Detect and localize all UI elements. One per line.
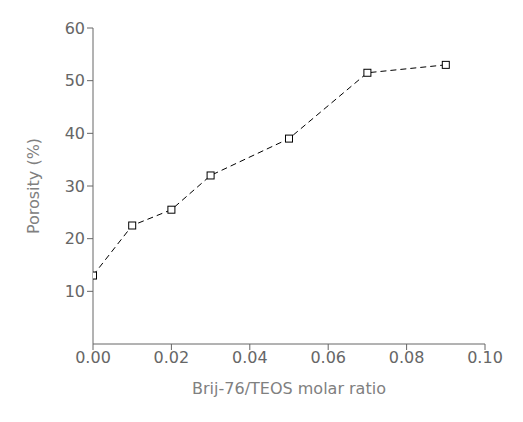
svg-text:20: 20 bbox=[65, 229, 85, 248]
svg-text:0.06: 0.06 bbox=[310, 348, 346, 367]
svg-text:0.04: 0.04 bbox=[232, 348, 268, 367]
svg-text:60: 60 bbox=[65, 19, 85, 38]
svg-text:10: 10 bbox=[65, 282, 85, 301]
svg-text:0.00: 0.00 bbox=[75, 348, 111, 367]
svg-text:Brij-76/TEOS molar ratio: Brij-76/TEOS molar ratio bbox=[192, 379, 386, 398]
svg-text:0.10: 0.10 bbox=[467, 348, 503, 367]
svg-text:40: 40 bbox=[65, 124, 85, 143]
svg-text:0.08: 0.08 bbox=[389, 348, 425, 367]
svg-text:50: 50 bbox=[65, 71, 85, 90]
svg-text:0.02: 0.02 bbox=[154, 348, 190, 367]
svg-text:30: 30 bbox=[65, 177, 85, 196]
svg-text:Porosity (%): Porosity (%) bbox=[24, 138, 43, 234]
